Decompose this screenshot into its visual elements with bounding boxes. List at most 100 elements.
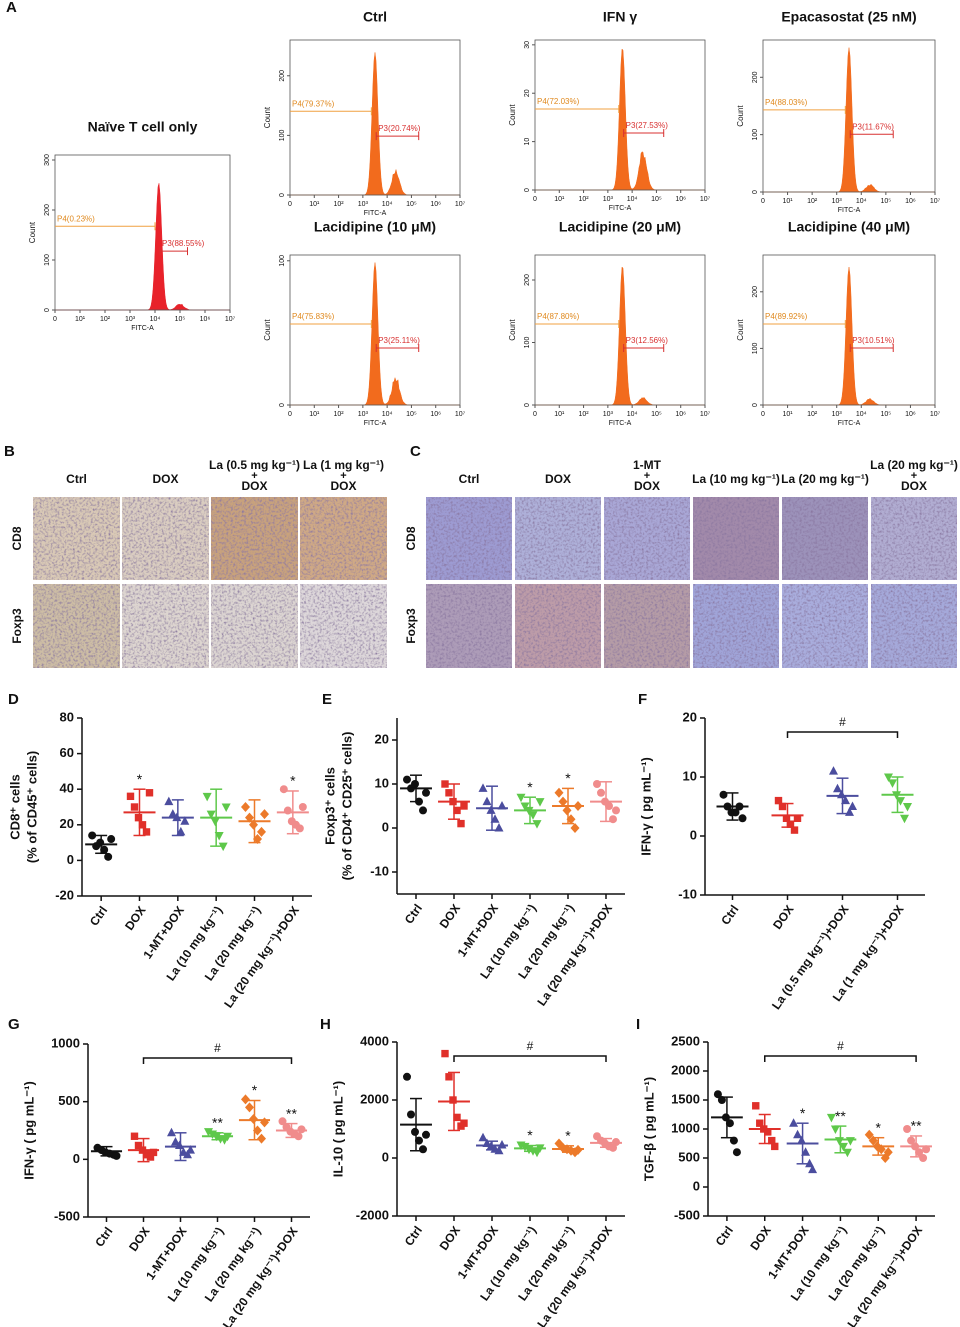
y-tick-label: 10	[375, 775, 389, 790]
x-tick-label: 10³	[603, 196, 614, 203]
data-point	[130, 1132, 139, 1140]
tissue-image	[693, 584, 779, 668]
y-axis-label: Count	[508, 319, 517, 341]
x-tick-label: 10⁶	[200, 316, 211, 323]
x-tick-label: 10⁵	[881, 411, 892, 418]
y-tick-label: 100	[524, 337, 531, 349]
x-tick-label: 10⁷	[225, 316, 236, 323]
data-point	[221, 803, 231, 812]
data-point	[407, 1110, 415, 1119]
x-tick-label: DOX	[437, 902, 463, 931]
x-tick-label: 10¹	[783, 411, 794, 418]
y-tick-label: 100	[752, 129, 759, 141]
y-tick-label: 60	[60, 745, 74, 760]
x-tick-label: 10³	[125, 316, 136, 323]
panel-label: H	[320, 1016, 331, 1033]
x-tick-label: Ctrl	[718, 903, 741, 928]
x-tick-label: 10³	[358, 201, 369, 208]
significance: **	[212, 1115, 223, 1131]
x-tick-label: 10⁵	[175, 316, 186, 323]
y-tick-label: 2500	[671, 1033, 700, 1048]
data-point	[570, 823, 580, 833]
column-header: Ctrl	[459, 472, 480, 486]
plot-frame	[534, 39, 706, 191]
flow-title: IFN γ	[603, 9, 637, 25]
bracket-label: #	[839, 715, 846, 729]
x-tick-label: Ctrl	[402, 1224, 425, 1249]
tissue-image	[122, 497, 209, 580]
x-tick-label: Ctrl	[713, 1224, 736, 1249]
bracket-label: #	[837, 1039, 844, 1053]
y-tick-label: 200	[752, 286, 759, 298]
data-point	[833, 783, 842, 793]
data-point	[907, 1136, 916, 1145]
x-tick-label: DOX	[126, 1225, 152, 1254]
row-label: CD8	[10, 526, 24, 550]
data-point	[88, 831, 97, 840]
data-point	[419, 1145, 427, 1154]
data-point	[460, 802, 468, 810]
data-point	[104, 852, 113, 861]
data-point	[903, 803, 912, 812]
gate-label: P4(89.92%)	[765, 312, 808, 321]
data-point	[134, 1141, 143, 1150]
x-tick-label: 10³	[358, 411, 369, 418]
significance: *	[137, 771, 143, 787]
x-tick-label: Ctrl	[87, 904, 110, 929]
data-point	[826, 1113, 836, 1123]
data-point	[774, 796, 783, 805]
y-tick-label: 200	[752, 71, 759, 83]
x-tick-label: 10⁶	[430, 411, 441, 418]
data-point	[411, 780, 419, 788]
tissue-image	[211, 497, 298, 580]
x-tick-label: 10⁶	[430, 201, 441, 208]
y-axis-label: Count	[263, 106, 272, 128]
data-point	[494, 1145, 504, 1155]
x-axis-label: FITC-A	[131, 325, 154, 332]
y-tick-label: 100	[279, 129, 286, 141]
y-tick-label: 100	[752, 342, 759, 354]
data-point	[168, 809, 178, 818]
y-tick-label: 20	[60, 816, 74, 831]
tissue-image	[211, 584, 298, 668]
significance: *	[290, 773, 296, 789]
x-tick-label: 10⁴	[627, 196, 638, 203]
significance: *	[252, 1082, 258, 1098]
data-point	[441, 780, 449, 788]
x-tick-label: 10¹	[309, 411, 320, 418]
x-tick-label: 10⁴	[150, 316, 161, 323]
data-point	[245, 1102, 254, 1113]
data-point	[789, 1118, 799, 1127]
data-point	[752, 1102, 760, 1110]
y-tick-label: 0	[693, 1178, 700, 1193]
x-tick-label: 10⁷	[930, 411, 941, 418]
data-point	[729, 1136, 738, 1145]
y-axis-label: Count	[263, 319, 272, 341]
histogram	[535, 48, 705, 191]
data-point	[112, 1151, 121, 1160]
x-tick-label: 10⁶	[905, 411, 916, 418]
y-axis-label: IFN-γ ( pg mL⁻¹)	[638, 757, 653, 856]
x-tick-label: 10¹	[554, 411, 565, 418]
y-axis-label: Count	[736, 105, 745, 127]
data-point	[445, 789, 453, 797]
x-tick-label: DOX	[122, 904, 148, 933]
panel-label: I	[636, 1016, 640, 1033]
gate-label: P3(10.51%)	[852, 336, 895, 345]
data-point	[864, 1129, 874, 1140]
gate-label: P3(20.74%)	[378, 124, 421, 133]
data-point	[453, 1113, 461, 1122]
x-tick-label: 10⁴	[856, 411, 867, 418]
data-point	[422, 788, 430, 797]
data-point	[516, 793, 526, 803]
column-header: 1-MT	[633, 458, 662, 472]
gate-label: P3(11.67%)	[852, 122, 894, 131]
x-tick-label: 10⁵	[406, 201, 417, 208]
bracket	[786, 731, 899, 738]
data-point	[786, 820, 795, 828]
y-tick-label: 80	[60, 709, 74, 724]
y-tick-label: 40	[60, 781, 74, 796]
data-point	[298, 803, 307, 811]
column-header: +	[251, 470, 257, 482]
data-point	[756, 1119, 764, 1127]
